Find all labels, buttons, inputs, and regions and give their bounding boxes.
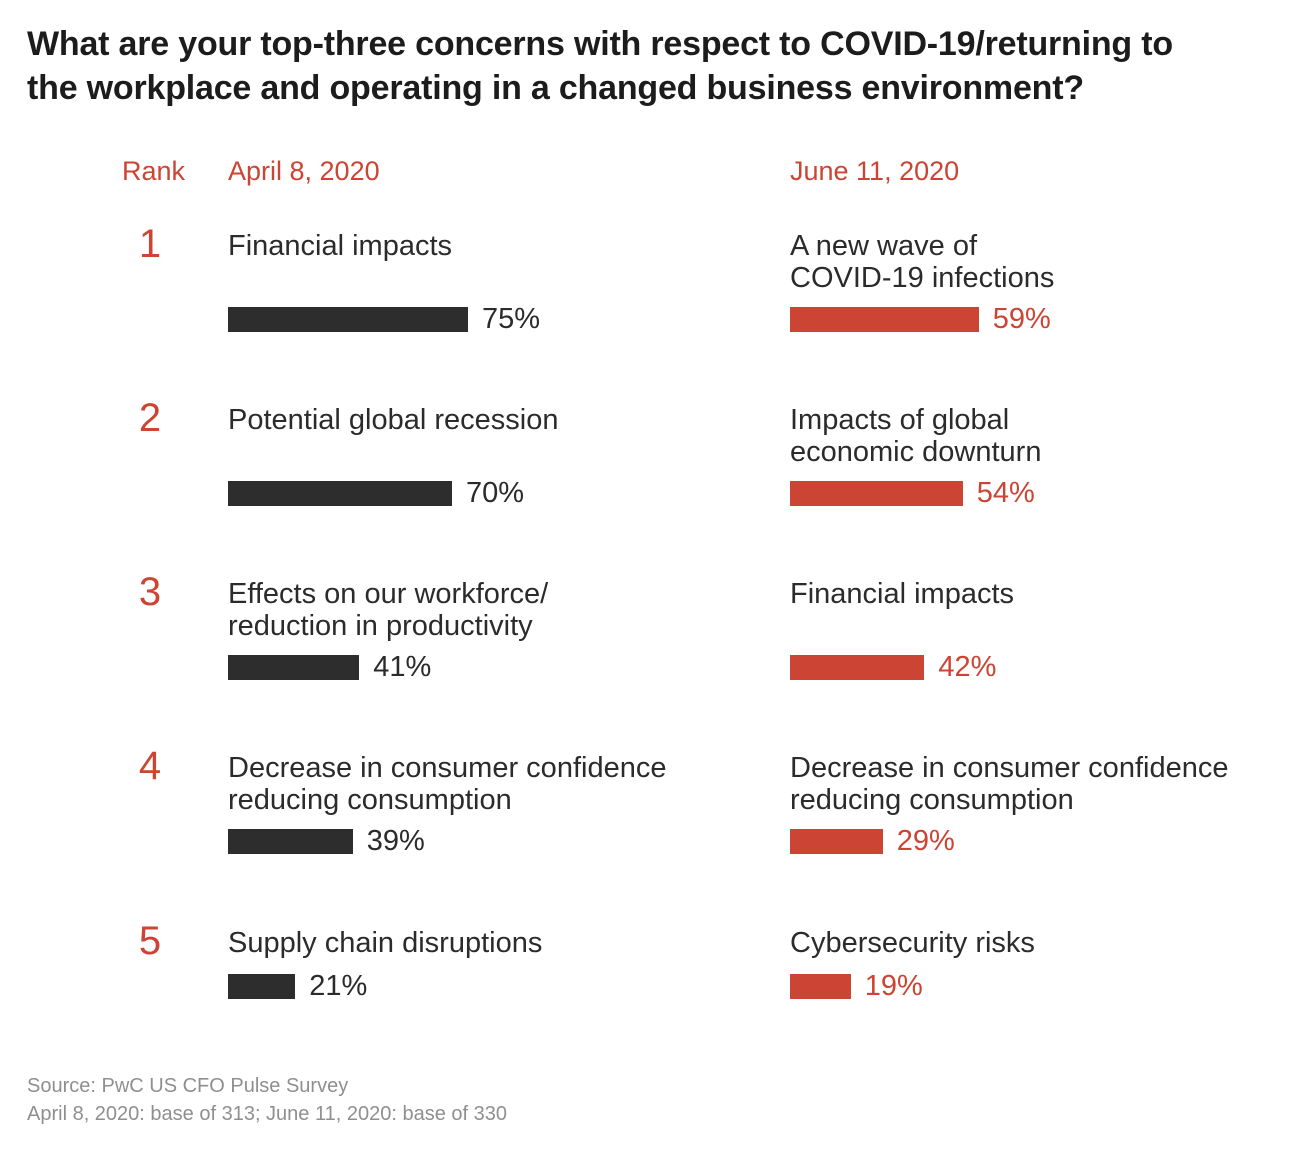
bar-value-june: 59%	[992, 303, 1051, 335]
bar-june	[790, 655, 925, 680]
concern-label-april: Effects on our workforce/ reduction in p…	[228, 578, 549, 642]
column-header-june: June 11, 2020	[790, 156, 960, 186]
page-title: What are your top-three concerns with re…	[27, 25, 1173, 107]
bar-june	[790, 307, 979, 332]
bar-june	[790, 829, 883, 854]
source-line-2: April 8, 2020: base of 313; June 11, 202…	[27, 1103, 507, 1125]
bar-april	[228, 655, 360, 680]
bar-value-june: 54%	[976, 477, 1035, 509]
bar-april	[228, 481, 452, 506]
concern-label-june: Financial impacts	[790, 578, 1015, 610]
bar-value-june: 42%	[938, 651, 997, 683]
concern-label-april: Potential global recession	[228, 404, 559, 436]
concern-label-june: A new wave of COVID-19 infections	[790, 230, 1055, 294]
bar-june	[790, 481, 963, 506]
concern-label-april: Financial impacts	[228, 230, 453, 262]
source-line-1: Source: PwC US CFO Pulse Survey	[27, 1075, 349, 1097]
bar-value-june: 29%	[896, 825, 955, 857]
concern-label-june: Impacts of global economic downturn	[790, 404, 1042, 468]
concern-label-april: Supply chain disruptions	[228, 927, 543, 959]
rank-number: 3	[138, 570, 162, 614]
rank-number: 4	[138, 744, 162, 788]
bar-value-april: 39%	[366, 825, 425, 857]
concern-label-april: Decrease in consumer confidence reducing…	[228, 752, 667, 816]
bar-value-april: 41%	[373, 651, 432, 683]
column-header-april: April 8, 2020	[228, 156, 380, 186]
column-header-rank: Rank	[122, 156, 186, 186]
bar-april	[228, 974, 296, 999]
concern-label-june: Decrease in consumer confidence reducing…	[790, 752, 1229, 816]
bar-april	[228, 829, 353, 854]
bar-value-june: 19%	[864, 970, 923, 1002]
rank-number: 2	[138, 396, 162, 440]
source-note: Source: PwC US CFO Pulse Survey April 8,…	[27, 1072, 507, 1128]
rank-number: 1	[138, 222, 162, 266]
bar-value-april: 75%	[482, 303, 541, 335]
bar-value-april: 70%	[466, 477, 525, 509]
bar-april	[228, 307, 468, 332]
bar-value-april: 21%	[309, 970, 368, 1002]
column-headers: Rank April 8, 2020 June 11, 2020	[0, 156, 1294, 186]
rank-number: 5	[138, 919, 162, 963]
concern-label-june: Cybersecurity risks	[790, 927, 1035, 959]
bar-june	[790, 974, 851, 999]
